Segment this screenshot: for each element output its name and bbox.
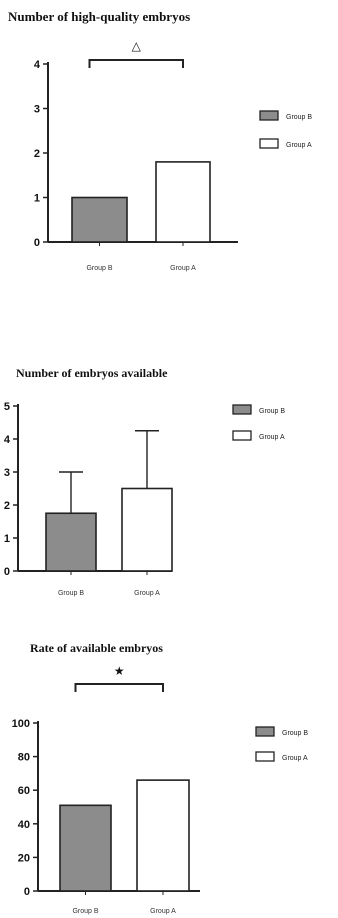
y-tick-label: 4 [4,434,11,446]
x-tick-label: Group A [134,590,160,597]
y-tick-label: 0 [4,566,10,578]
significance-bracket [74,683,164,692]
y-tick-label: 60 [18,785,30,797]
y-tick-label: 100 [12,718,30,730]
legend-swatch [259,110,279,121]
y-tick-label: 1 [34,193,40,205]
x-tick-label: Group B [72,908,98,915]
chart-title: Rate of available embryos [30,641,163,655]
legend-swatch [259,138,279,149]
y-tick-label: 80 [18,752,30,764]
legend-swatch [232,430,252,441]
significance-marker: ★ [114,664,125,678]
y-tick-label: 0 [24,886,30,898]
y-tick-label: 2 [34,148,40,160]
legend-swatch [255,751,275,762]
legend-label: Group B [259,408,285,415]
y-tick-label: 4 [34,59,41,71]
legend-label: Group B [286,114,312,121]
bar [71,196,128,243]
y-tick-label: 20 [18,852,30,864]
bar [45,512,97,572]
significance-bracket [88,59,184,68]
significance-marker: △ [132,39,142,53]
y-tick-label: 3 [34,104,40,116]
x-tick-label: Group A [150,908,176,915]
legend-label: Group A [282,755,308,762]
y-tick-label: 5 [4,401,10,413]
chart-title: Number of high-quality embryos [8,9,191,24]
legend-swatch [232,404,252,415]
chart-panel-1: Number of high-quality embryos 0 1 2 3 4 Grou… [0,0,338,300]
legend-label: Group A [286,142,312,149]
chart-2-svg: 0 1 2 3 4 5 Group B Group A Group B Group A [4,401,286,597]
x-tick-label: Group B [58,590,84,597]
x-tick-label: Group B [86,265,112,272]
legend-label: Group B [282,730,308,737]
bar [136,779,190,892]
y-tick-label: 40 [18,819,30,831]
chart-panel-2: Number of embryos available 0 1 2 3 4 5 Group … [4,366,286,597]
chart-title: Number of embryos available [16,366,168,380]
y-tick-label: 0 [34,237,40,249]
chart-1-svg: 0 1 2 3 4 Group B Group A △ Group B Group A [34,39,313,272]
y-tick-label: 1 [4,533,10,545]
y-tick-label: 3 [4,467,10,479]
legend-label: Group A [259,434,285,441]
bar [59,804,112,892]
x-tick-label: Group A [170,265,196,272]
y-tick-label: 2 [4,500,10,512]
legend-swatch [255,726,275,737]
